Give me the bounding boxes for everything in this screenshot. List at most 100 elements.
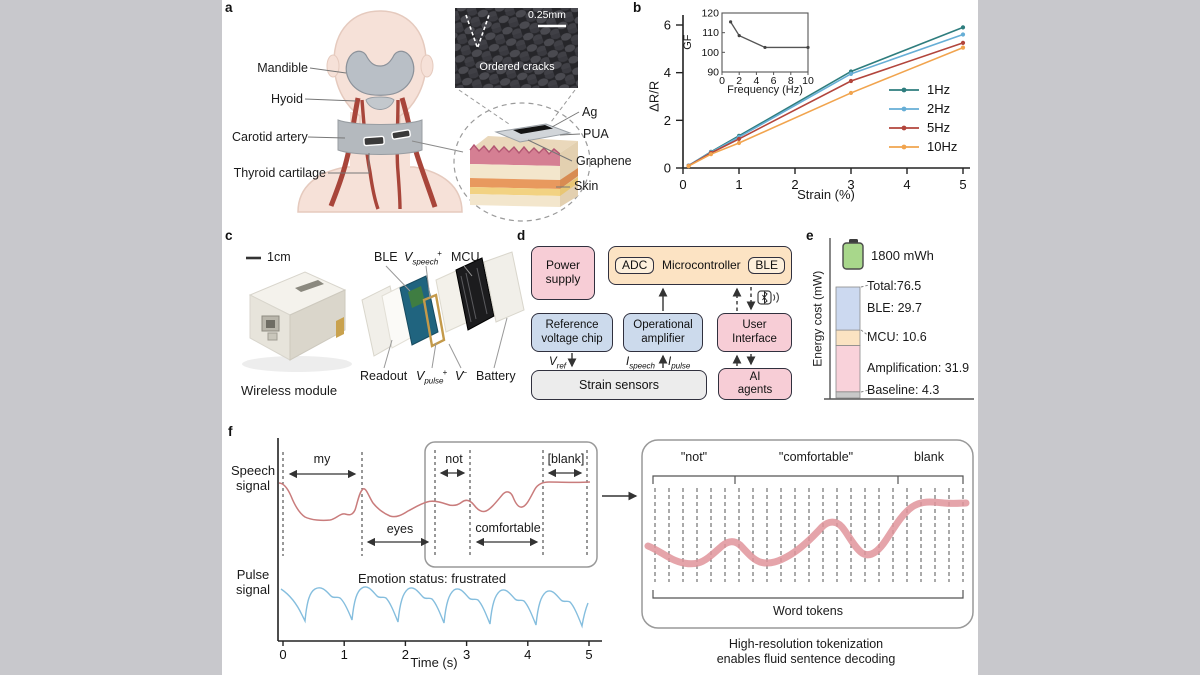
energy-segment-ble [835, 286, 861, 331]
energy-amplification-label: Amplification: 31.9 [867, 361, 970, 375]
tokenized-speech-waveform [644, 498, 970, 568]
label-v-minus: V− [455, 368, 468, 384]
caption-wireless-module: Wireless module [241, 383, 338, 398]
word-tokens-label: Word tokens [773, 604, 843, 618]
svg-text:110: 110 [702, 27, 719, 39]
module-gold-contact [336, 317, 344, 338]
label-i-speech: Ispeech [626, 356, 655, 371]
block-operational-amplifier: Operational amplifier [623, 313, 703, 352]
svg-text:5: 5 [585, 647, 592, 662]
svg-text:6: 6 [664, 18, 671, 33]
label-v-ref: Vref [549, 356, 567, 371]
label-ble: BLE [374, 250, 398, 264]
flex-frame [422, 293, 446, 348]
label-v-speech: Vspeech+ [404, 249, 442, 267]
svg-text:6: 6 [771, 75, 777, 87]
strain-sensor-patch [363, 135, 385, 147]
label-carotid-artery: Carotid artery [232, 130, 308, 144]
label-i-pulse: Ipulse [668, 356, 691, 371]
label-skin: Skin [574, 179, 599, 193]
svg-text:3: 3 [463, 647, 470, 662]
label-mandible: Mandible [257, 61, 308, 75]
svg-text:2: 2 [791, 177, 798, 192]
label-graphene: Graphene [576, 154, 632, 168]
svg-text:5: 5 [959, 177, 966, 192]
svg-text:120: 120 [701, 8, 719, 20]
energy-bar [835, 286, 861, 399]
token-label-comfortable: "comfortable" [778, 450, 854, 464]
label-pulse-signal: Pulse signal [236, 567, 270, 597]
svg-text:3: 3 [847, 177, 854, 192]
energy-mcu-label: MCU: 10.6 [867, 330, 927, 344]
svg-text:8: 8 [788, 75, 794, 87]
token-label-blank: blank [914, 450, 944, 464]
legend-item: 2Hz [888, 99, 957, 118]
hyoid-shape [365, 96, 395, 111]
word-not: not [445, 452, 463, 466]
label-battery: Battery [476, 369, 516, 383]
label-readout: Readout [360, 369, 408, 383]
svg-text:0: 0 [279, 647, 286, 662]
energy-chart [824, 238, 974, 400]
chart-b-series [686, 25, 966, 169]
energy-segment-amplification [835, 345, 861, 393]
word-eyes: eyes [386, 522, 414, 536]
chart-b-legend: 1Hz 2Hz 5Hz 10Hz [888, 80, 957, 156]
block-diagram-arrows [567, 287, 756, 368]
label-pua: PUA [583, 127, 609, 141]
chart-b-inset: 0 2 4 6 8 10 90 100 110 120 [701, 8, 814, 88]
legend-item: 1Hz [888, 80, 957, 99]
legend-label: 2Hz [927, 101, 951, 116]
speech-waveform [278, 481, 591, 522]
legend-label: 1Hz [927, 82, 951, 97]
tokenization-caption-line1: High-resolution tokenization [728, 637, 884, 651]
word-blank: [blank] [547, 452, 585, 466]
energy-segment-mcu [835, 329, 861, 346]
sem-scale-label: 0.25mm [528, 9, 566, 21]
block-user-interface: User Interface [717, 313, 792, 352]
label-v-pulse: Vpulse+ [416, 368, 448, 386]
carotid-arteries [328, 97, 438, 210]
block-ble: BLE [748, 256, 785, 275]
energy-baseline-label: Baseline: 4.3 [867, 383, 940, 397]
svg-text:4: 4 [524, 647, 531, 662]
label-1cm: 1cm [267, 250, 291, 264]
module-leader-lines [383, 265, 508, 369]
block-microcontroller: ADC Microcontroller BLE [608, 246, 792, 285]
label-ag: Ag [582, 105, 598, 119]
anatomy-illustration [297, 8, 591, 222]
chart-b-xlabel: Strain (%) [797, 187, 855, 202]
label-mcu: MCU [451, 250, 480, 264]
svg-text:0: 0 [679, 177, 686, 192]
signal-plot: 0 1 2 3 4 5 [277, 438, 974, 662]
module-top-slot [295, 280, 324, 292]
svg-text:4: 4 [753, 75, 759, 87]
word-tokens-bracket [652, 590, 964, 599]
svg-text:0: 0 [664, 161, 671, 176]
label-speech-signal: Speech signal [230, 463, 276, 493]
energy-ble-label: BLE: 29.7 [867, 301, 922, 315]
panel-letter-f: f [228, 424, 233, 439]
tokenization-caption-line2: enables fluid sentence decoding [716, 652, 896, 666]
svg-text:0: 0 [719, 75, 725, 87]
word-boundaries [282, 450, 588, 558]
pulse-waveform [280, 586, 589, 629]
legend-swatch [889, 144, 919, 149]
sem-inset [455, 8, 578, 125]
panel-letter-a: a [225, 0, 233, 15]
energy-segment-baseline [835, 391, 861, 399]
panel-letter-d: d [517, 228, 526, 243]
svg-text:90: 90 [707, 67, 719, 79]
svg-text:2: 2 [402, 647, 409, 662]
energy-total-label: Total:76.5 [867, 279, 922, 293]
panel-letter-b: b [633, 0, 642, 15]
block-power-supply: Power supply [531, 246, 595, 300]
svg-text:2: 2 [664, 113, 671, 128]
panel-letter-c: c [225, 228, 233, 243]
energy-ylabel: Energy cost (mW) [810, 270, 825, 367]
label-thyroid-cartilage: Thyroid cartilage [233, 166, 326, 180]
